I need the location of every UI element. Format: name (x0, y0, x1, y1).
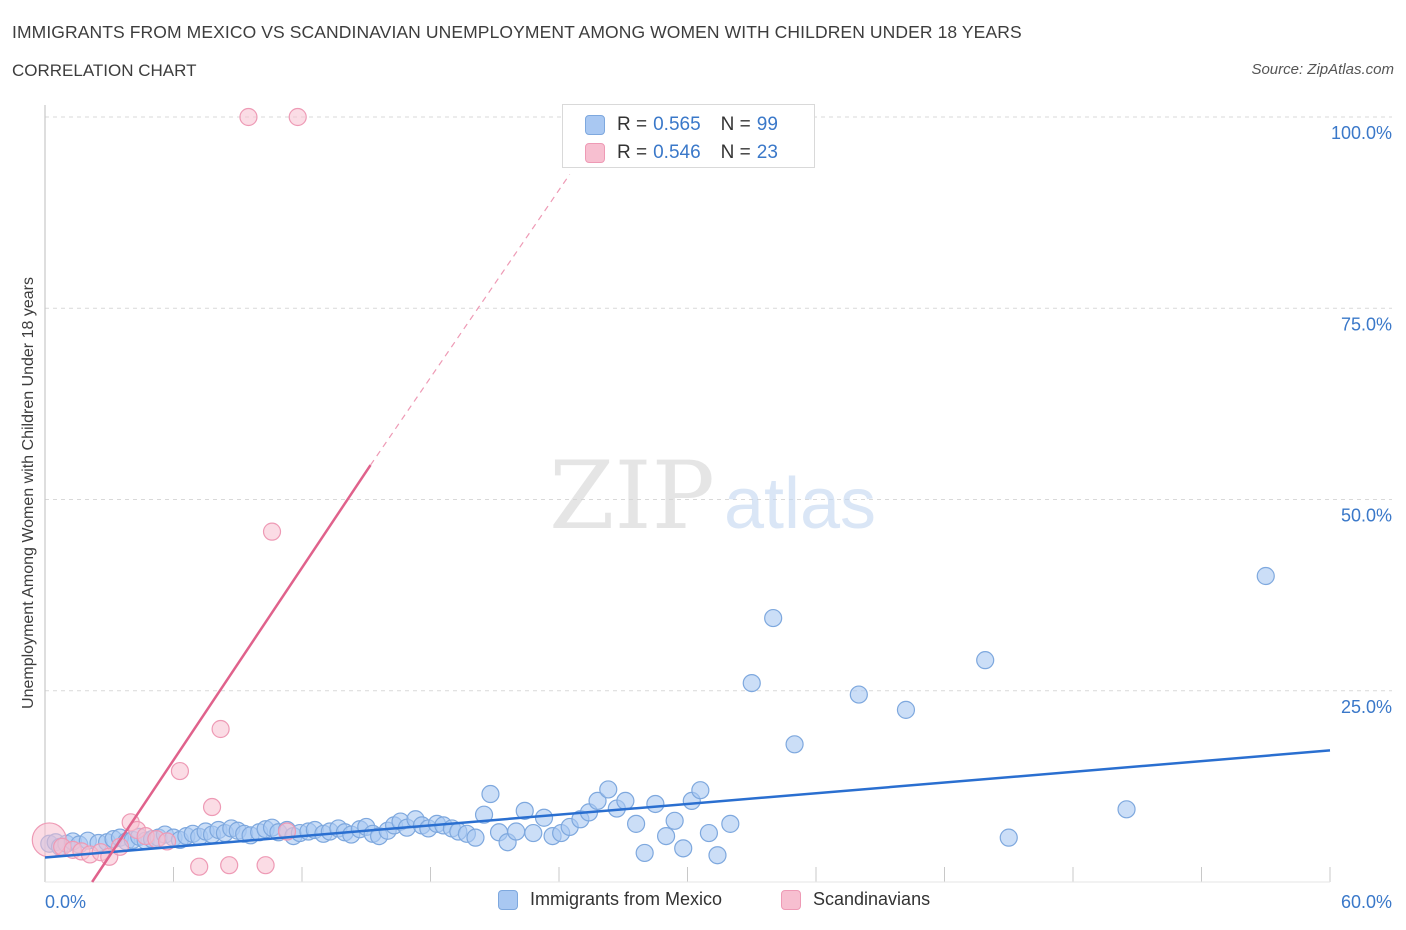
data-point-mexico (699, 823, 719, 843)
data-point-mexico (481, 784, 500, 804)
data-point-mexico (474, 805, 494, 824)
data-point-mexico (674, 839, 693, 858)
data-point-mexico (599, 780, 618, 799)
data-point-mexico (616, 791, 635, 811)
data-point-mexico (742, 673, 761, 693)
data-point-mexico (708, 846, 727, 865)
data-point-scandinavians (202, 797, 222, 817)
data-point-mexico (626, 814, 646, 833)
data-point-scandinavians (256, 856, 275, 875)
grid-layer (45, 116, 1392, 692)
y-tick-label: 100.0% (1331, 123, 1392, 143)
stats-row-blue: R = 0.565 N = 99 (585, 112, 778, 138)
stats-swatch-blue (585, 115, 605, 135)
chart-subtitle: CORRELATION CHART (12, 61, 197, 80)
legend-item-mexico[interactable]: Immigrants from Mexico (498, 889, 722, 910)
stats-n-label: N = (720, 142, 751, 163)
data-point-mexico (1117, 800, 1136, 819)
stats-n-value: 23 (756, 142, 778, 163)
data-point-scandinavians (157, 832, 177, 851)
data-point-scandinavians (239, 107, 258, 127)
data-point-mexico (976, 651, 995, 670)
legend-label: Immigrants from Mexico (530, 889, 723, 909)
data-point-mexico (665, 811, 684, 830)
data-point-scandinavians (190, 857, 209, 876)
data-point-scandinavians (288, 107, 307, 127)
data-point-mexico (646, 794, 665, 814)
legend-swatch-pink (781, 889, 801, 910)
trendline-scandinavians (91, 464, 372, 883)
stats-row-pink: R = 0.546 N = 23 (585, 140, 778, 166)
data-point-scandinavians (262, 522, 282, 541)
x-tick-label: 60.0% (1341, 892, 1392, 912)
stats-r-label: R = (617, 114, 648, 135)
stats-r-value: 0.565 (653, 114, 701, 135)
trendline-mexico (44, 749, 1331, 859)
legend-item-scandinavians[interactable]: Scandinavians (781, 889, 930, 910)
bottom-legend: Immigrants from Mexico Scandinavians (0, 889, 1406, 915)
data-point-mexico (691, 781, 710, 800)
data-point-mexico (785, 735, 804, 754)
data-point-mexico (656, 826, 676, 846)
watermark-zip: ZIP (549, 442, 715, 551)
trendline-scandinavians-extension (370, 174, 571, 466)
source-credit: Source: ZipAtlas.com (1251, 61, 1394, 78)
stats-swatch-pink (585, 143, 605, 163)
stats-n-label: N = (720, 114, 751, 135)
data-point-mexico (515, 801, 534, 820)
data-point-mexico (507, 822, 526, 841)
trend-layer (44, 174, 1331, 883)
stats-r-value: 0.546 (653, 142, 701, 163)
data-point-mexico (466, 828, 485, 847)
data-point-mexico (999, 828, 1018, 847)
watermark-atlas: atlas (724, 464, 876, 544)
watermark: ZIP atlas (549, 442, 876, 551)
stats-r-label: R = (617, 142, 648, 163)
y-tick-label: 25.0% (1341, 697, 1392, 717)
data-point-scandinavians (170, 761, 190, 781)
data-point-scandinavians (220, 856, 239, 875)
stats-n-value: 99 (756, 114, 778, 135)
x-tick-label: 0.0% (45, 892, 86, 912)
y-tick-label: 75.0% (1341, 314, 1392, 334)
data-point-mexico (1256, 566, 1275, 586)
data-point-mexico (764, 608, 783, 628)
data-point-mexico (721, 814, 740, 833)
data-point-mexico (635, 843, 654, 863)
stats-legend-box: R = 0.565 N = 99 R = 0.546 N = 23 (562, 104, 815, 168)
data-point-mexico (849, 685, 868, 704)
data-point-mexico (588, 791, 607, 811)
data-point-mexico (896, 700, 916, 719)
chart-title: IMMIGRANTS FROM MEXICO VS SCANDINAVIAN U… (12, 22, 1022, 42)
tick-label-layer: 25.0% 50.0% 75.0% 100.0% 0.0% 60.0% (45, 123, 1392, 912)
data-point-mexico (524, 823, 543, 843)
data-point-scandinavians (211, 719, 230, 739)
data-point-mexico (534, 808, 554, 827)
y-tick-label: 50.0% (1341, 506, 1392, 526)
axis-layer (44, 105, 1331, 883)
legend-label: Scandinavians (813, 889, 931, 909)
legend-swatch-blue (498, 889, 518, 910)
